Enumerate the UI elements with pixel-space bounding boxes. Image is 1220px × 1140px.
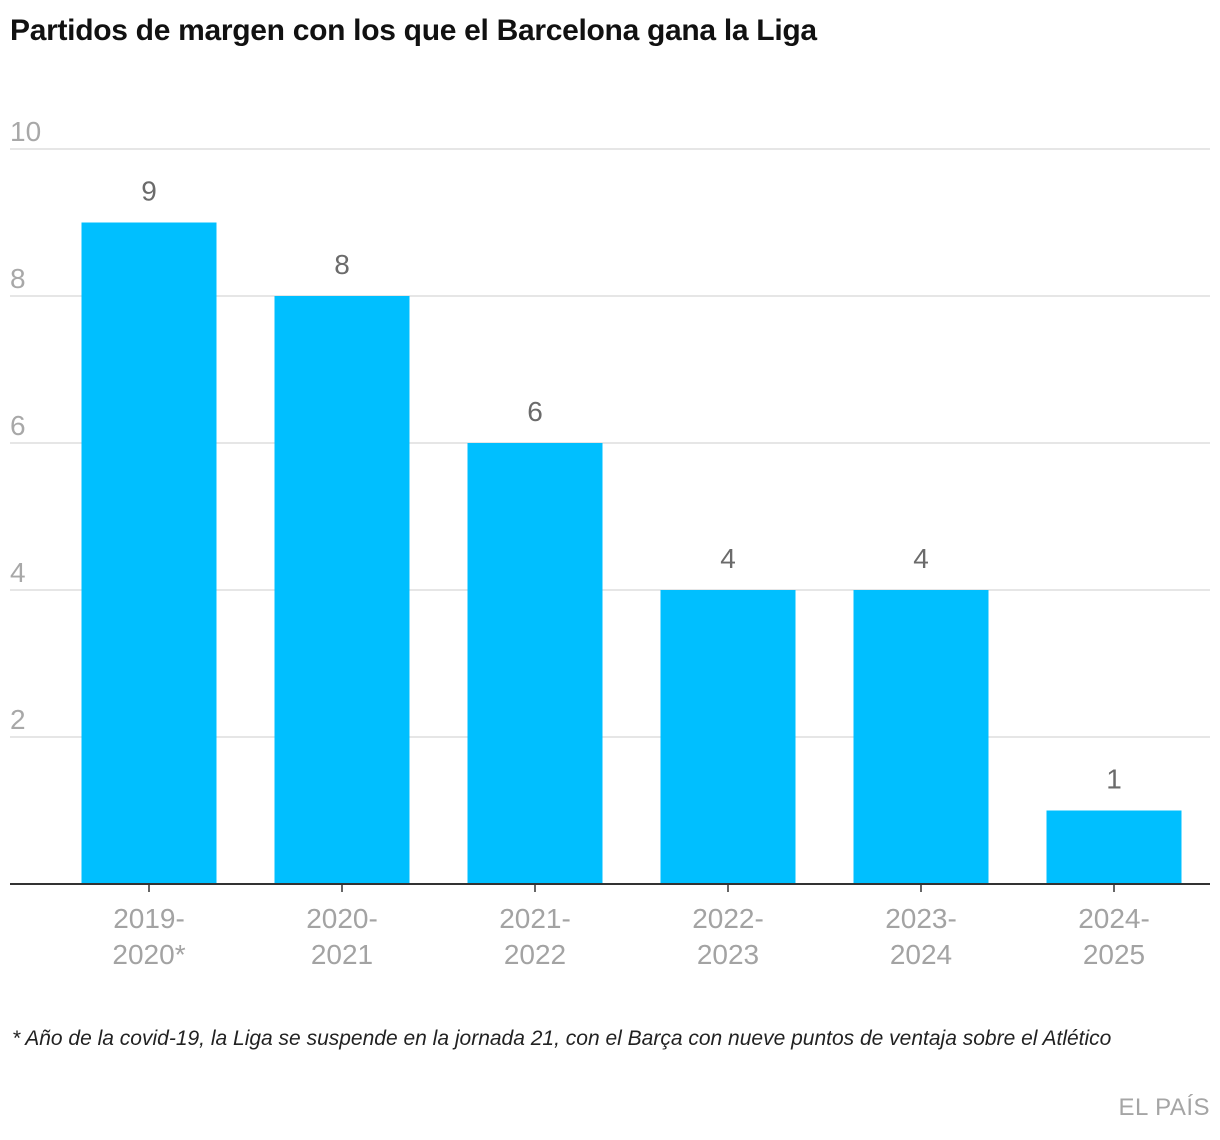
x-tick-label-1-0: 2020- [306, 903, 378, 934]
chart-title: Partidos de margen con los que el Barcel… [10, 14, 817, 47]
footnote: * Año de la covid-19, la Liga se suspend… [12, 1027, 1112, 1050]
bars [81, 222, 1182, 884]
x-tick-label-0-1: 2020* [112, 939, 185, 970]
x-tick-label-5-1: 2025 [1083, 939, 1145, 970]
value-label-4: 4 [913, 543, 929, 574]
y-tick-label-2: 2 [10, 704, 26, 735]
x-tick-label-3-1: 2023 [697, 939, 759, 970]
y-tick-label-6: 6 [10, 410, 26, 441]
bar-0 [81, 222, 217, 884]
x-tick-label-5-0: 2024- [1078, 903, 1150, 934]
y-tick-label-8: 8 [10, 263, 26, 294]
y-tick-label-4: 4 [10, 557, 26, 588]
x-tick-label-4-1: 2024 [890, 939, 952, 970]
value-label-2: 6 [527, 396, 543, 427]
x-tick-label-1-1: 2021 [311, 939, 373, 970]
source-brand: EL PAÍS [1118, 1094, 1210, 1121]
value-label-1: 8 [334, 249, 350, 280]
bar-5 [1046, 810, 1182, 884]
bar-2 [467, 443, 603, 884]
x-tick-label-3-0: 2022- [692, 903, 764, 934]
x-axis [10, 883, 1210, 892]
bar-chart: 2 4 6 8 10 9 2019- 2020* 8 2020- 2021 6 2021- 2022 4 20… [10, 116, 1210, 970]
x-tick-label-2-1: 2022 [504, 939, 566, 970]
x-tick-label-4-0: 2023- [885, 903, 957, 934]
value-label-0: 9 [141, 176, 157, 207]
bar-1 [274, 296, 410, 884]
value-label-5: 1 [1106, 764, 1122, 795]
bar-4 [853, 590, 989, 884]
bar-3 [660, 590, 796, 884]
x-tick-label-0-0: 2019- [113, 903, 185, 934]
y-tick-label-10: 10 [10, 116, 41, 147]
value-label-3: 4 [720, 543, 736, 574]
labels: 2 4 6 8 10 9 2019- 2020* 8 2020- 2021 6 2021- 2022 4 20… [10, 116, 1150, 970]
x-tick-label-2-0: 2021- [499, 903, 571, 934]
